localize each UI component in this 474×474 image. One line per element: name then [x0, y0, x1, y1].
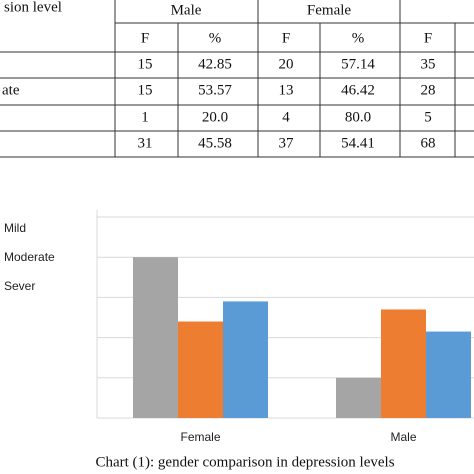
table-cell: 68 — [421, 135, 436, 151]
table-cell: 28 — [421, 82, 436, 98]
bar — [178, 321, 223, 418]
bar — [381, 309, 426, 418]
legend-label: Moderate — [4, 250, 55, 264]
table-subheader: F — [282, 30, 290, 46]
table-cell: 57.14 — [341, 56, 375, 72]
x-tick-label: Male — [390, 430, 416, 444]
table-cell: 15 — [138, 82, 153, 98]
table-header: Female — [307, 2, 351, 18]
table-cell: 46.42 — [341, 82, 375, 98]
table-cell: 37 — [279, 135, 295, 151]
table-subheader: % — [209, 30, 222, 46]
table-cell: 31 — [138, 135, 153, 151]
legend-label: Mild — [4, 221, 26, 235]
table-cell: 20.0 — [202, 109, 228, 125]
table-cell: 15 — [138, 56, 153, 72]
table-subheader: F — [141, 30, 149, 46]
table-cell: 54.41 — [341, 135, 375, 151]
table-cell: 4 — [282, 109, 290, 125]
row-label: ate — [2, 82, 20, 98]
table-cell: 45.58 — [198, 135, 232, 151]
table-cell: 5 — [424, 109, 432, 125]
table-cell: 13 — [279, 82, 294, 98]
table-cell: 35 — [421, 56, 436, 72]
table-cell: 20 — [279, 56, 294, 72]
table-header: Male — [171, 2, 202, 18]
bar — [426, 331, 471, 418]
table-cell: 1 — [141, 109, 149, 125]
table-cell: 53.57 — [198, 82, 232, 98]
bar — [336, 377, 381, 418]
bar — [133, 257, 178, 418]
table-subheader: % — [352, 30, 365, 46]
table-cell: 80.0 — [345, 109, 371, 125]
caption: Chart (1): gender comparison in depressi… — [95, 454, 394, 470]
bar — [223, 301, 268, 418]
table-subheader: F — [424, 30, 432, 46]
table-cell: 42.85 — [198, 56, 232, 72]
legend-label: Sever — [4, 279, 35, 293]
x-tick-label: Female — [180, 430, 220, 444]
table-header: sion level — [4, 0, 62, 15]
